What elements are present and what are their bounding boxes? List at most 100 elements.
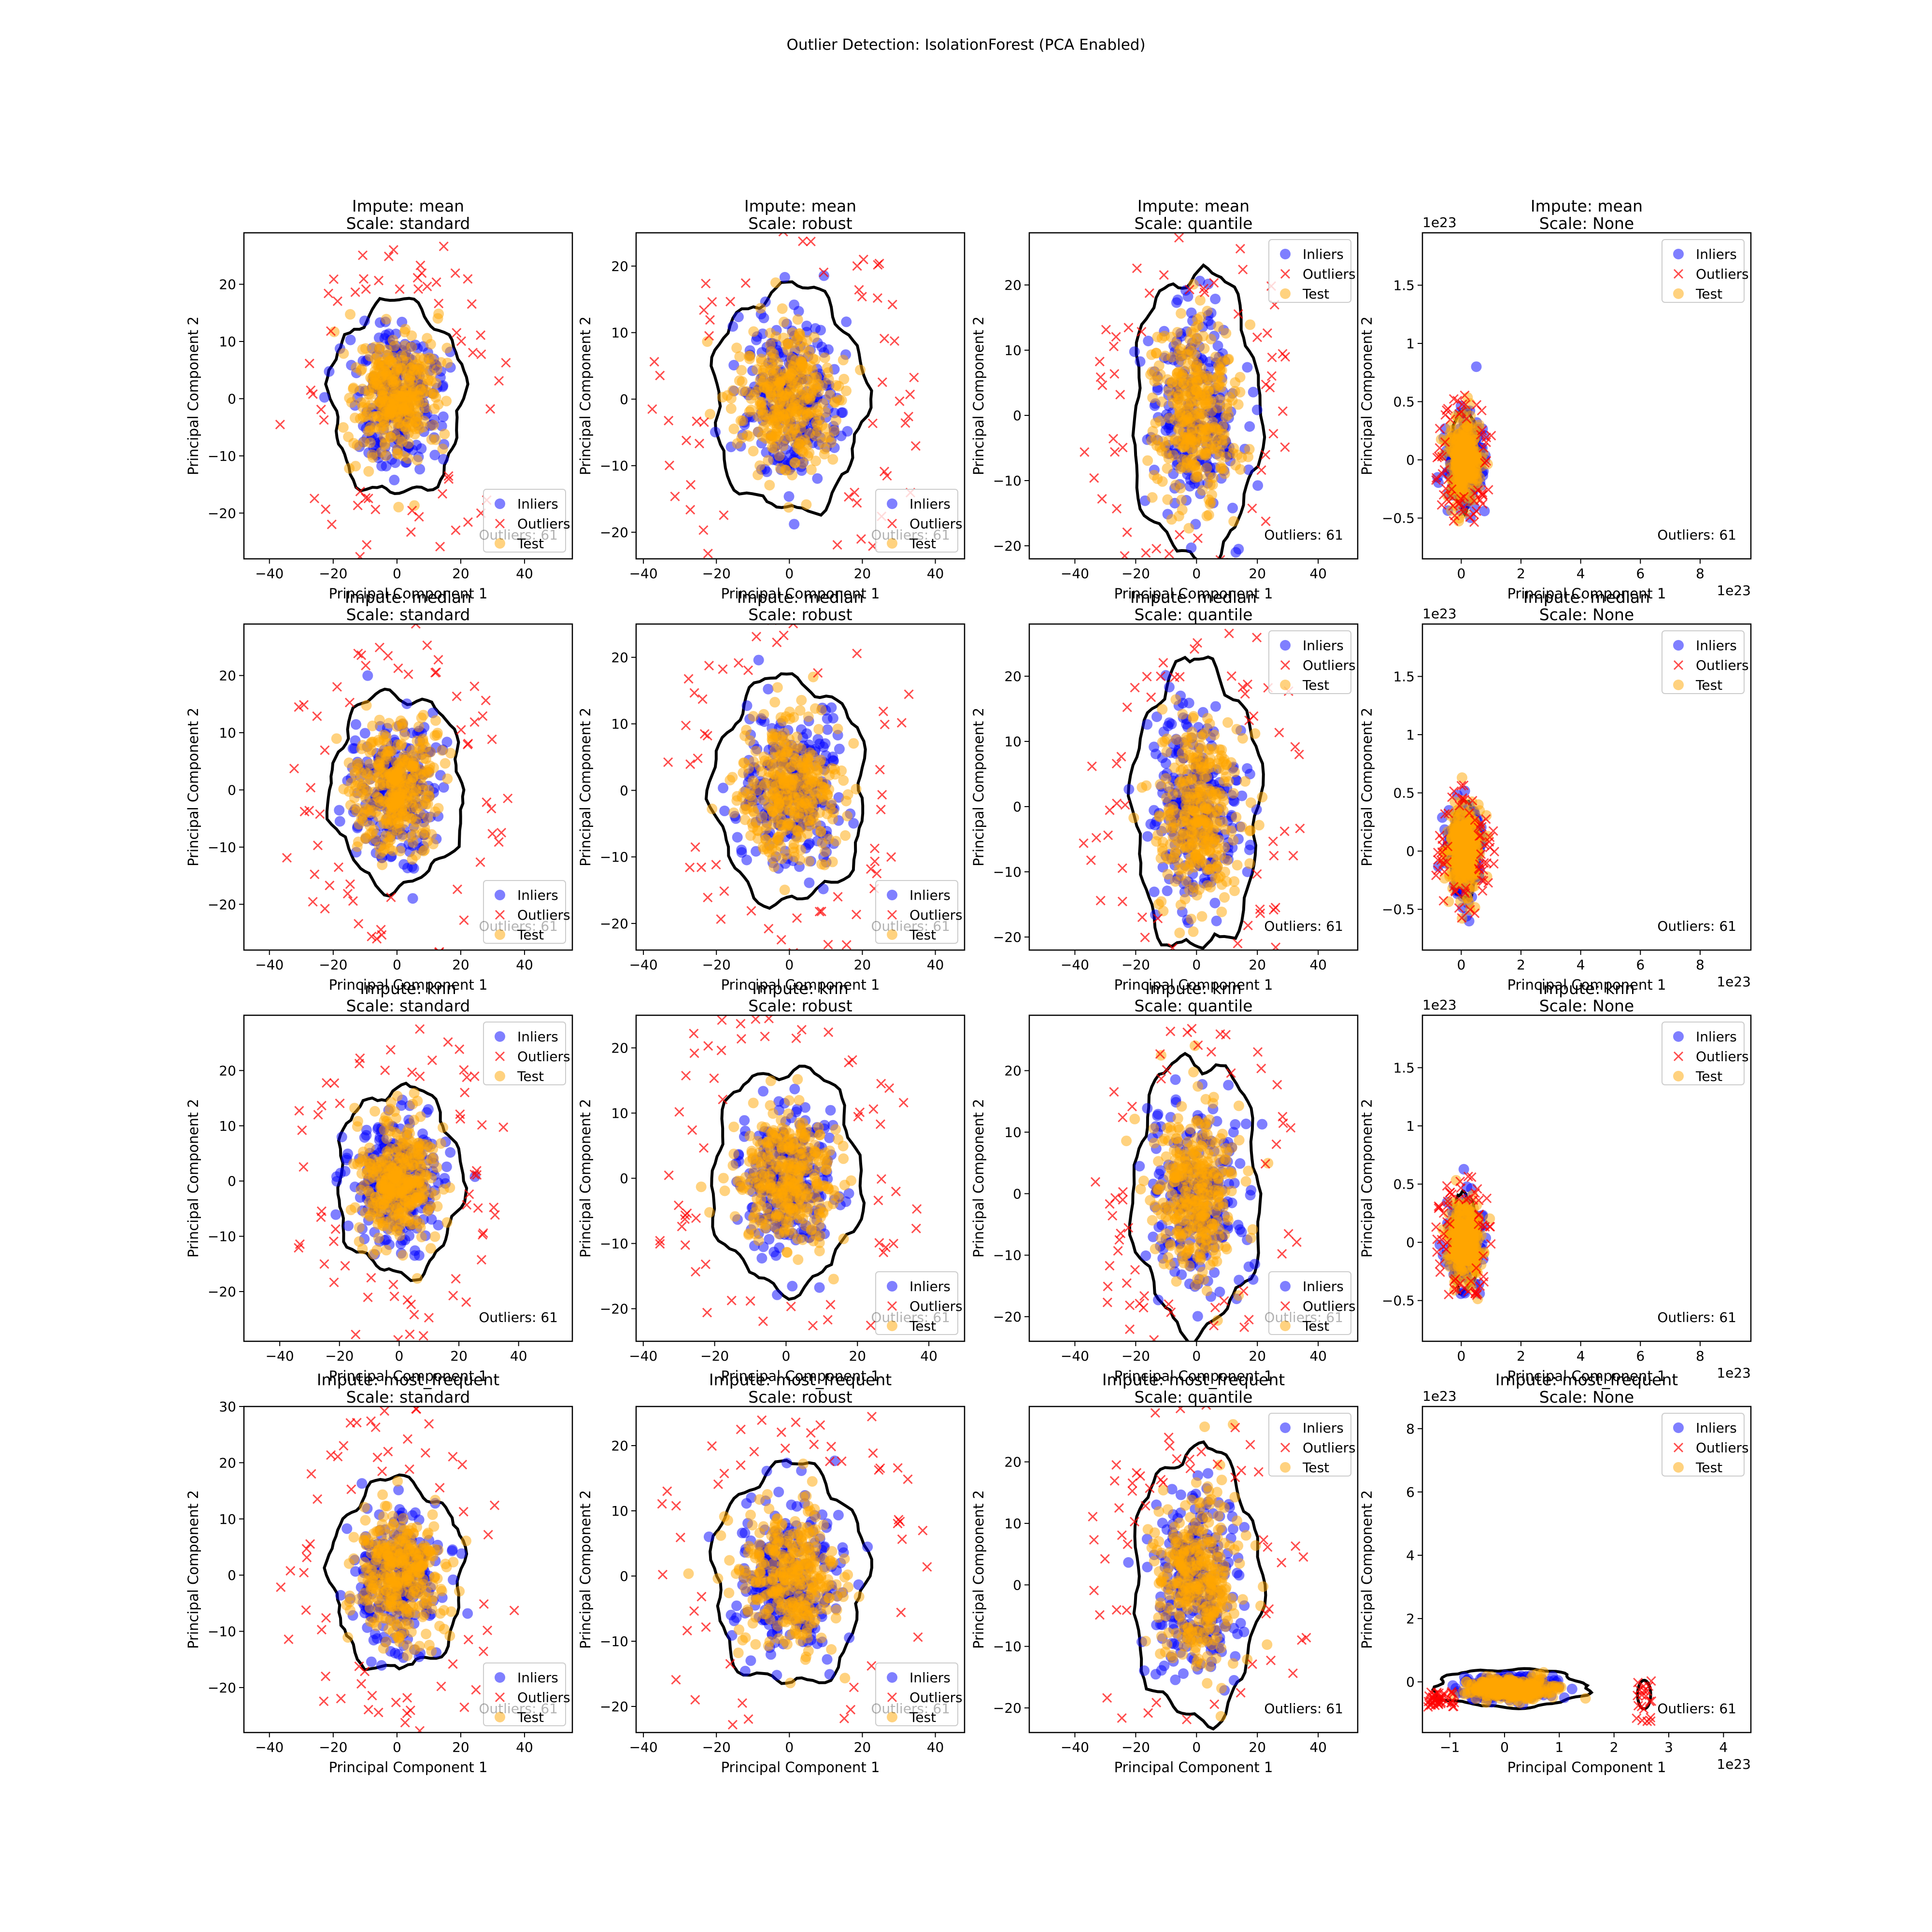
outlier-point: [866, 864, 876, 874]
test-point: [747, 775, 758, 786]
test-point: [806, 464, 817, 475]
test-point: [396, 350, 407, 361]
test-point: [1183, 400, 1194, 412]
outlier-point: [354, 919, 364, 929]
test-point: [791, 832, 802, 843]
x-tick-label: −40: [629, 957, 658, 973]
test-point: [439, 428, 450, 440]
subplot-title-scale: Scale: quantile: [1135, 214, 1253, 233]
outlier-point: [1477, 426, 1487, 436]
outlier-point: [1233, 938, 1243, 949]
inlier-point: [441, 737, 453, 748]
outlier-point: [698, 525, 709, 535]
y-tick-label: 20: [1004, 277, 1022, 293]
plot-area: [663, 624, 914, 950]
inlier-point: [733, 312, 744, 323]
outlier-point: [1146, 692, 1156, 702]
outlier-point: [879, 333, 890, 343]
test-point: [769, 769, 780, 780]
test-point: [432, 313, 443, 324]
test-point: [364, 759, 375, 770]
outlier-count-annotation: Outliers: 61: [871, 918, 950, 934]
outlier-point: [1233, 309, 1243, 319]
x-tick-label: 0: [785, 566, 794, 582]
subplot-title-scale: Scale: None: [1539, 605, 1634, 624]
outlier-point: [1462, 413, 1472, 424]
outlier-point: [469, 717, 480, 727]
subplot-title-impute: Impute: median: [1523, 588, 1650, 607]
outlier-point: [452, 327, 462, 338]
x-tick-label: 0: [393, 566, 401, 582]
outlier-point: [487, 829, 497, 839]
plot-area: [275, 233, 511, 559]
test-point: [1201, 771, 1212, 782]
outlier-point: [275, 419, 285, 429]
outlier-point: [823, 939, 833, 950]
test-point: [1179, 783, 1190, 794]
test-point: [422, 836, 433, 847]
test-point: [417, 364, 428, 375]
test-point: [1180, 842, 1192, 853]
x-tick-label: 20: [452, 957, 469, 973]
test-point: [428, 420, 439, 431]
inlier-point: [741, 854, 752, 866]
outlier-point: [289, 764, 299, 774]
test-point: [1164, 412, 1175, 424]
inlier-point: [407, 861, 418, 872]
legend-marker-test: [1673, 288, 1684, 299]
test-point: [1229, 885, 1240, 896]
outlier-point: [872, 868, 882, 879]
outlier-point: [1278, 406, 1288, 416]
outlier-point: [1122, 702, 1132, 712]
outlier-point: [903, 412, 914, 422]
outlier-point: [422, 282, 432, 292]
x-tick-label: 40: [927, 566, 944, 582]
test-point: [401, 790, 412, 801]
test-point: [374, 344, 385, 355]
inlier-point: [1227, 502, 1238, 513]
outlier-point: [886, 852, 896, 862]
test-point: [1453, 513, 1464, 524]
test-point: [1186, 732, 1197, 743]
test-point: [1217, 463, 1228, 474]
y-tick-label: −10: [208, 839, 236, 855]
x-tick-label: −40: [255, 566, 284, 582]
test-point: [417, 784, 428, 796]
test-point: [765, 339, 776, 350]
test-point: [1219, 776, 1230, 787]
test-point: [1216, 907, 1227, 917]
test-point: [1446, 505, 1457, 516]
test-point: [398, 451, 409, 462]
outlier-point: [1290, 742, 1300, 752]
test-point: [748, 446, 759, 456]
outlier-point: [692, 416, 702, 426]
test-point: [1166, 352, 1177, 363]
outlier-point: [1175, 530, 1185, 540]
test-point: [810, 382, 822, 393]
test-point: [768, 861, 780, 872]
y-tick-label: −20: [600, 525, 628, 540]
inlier-point: [1172, 294, 1183, 305]
subplot-title-scale: Scale: quantile: [1135, 605, 1253, 624]
test-point: [1202, 763, 1213, 774]
test-point: [378, 796, 389, 807]
test-point: [1452, 412, 1463, 423]
test-point: [387, 410, 398, 421]
outlier-point: [414, 511, 424, 522]
outlier-point: [699, 729, 710, 739]
test-point: [1236, 822, 1248, 833]
outlier-point: [1130, 682, 1140, 693]
outlier-point: [350, 287, 360, 297]
outlier-point: [299, 807, 310, 817]
outlier-point: [872, 293, 882, 303]
test-point: [1209, 811, 1220, 823]
test-point: [1159, 823, 1170, 834]
outlier-point: [1460, 390, 1470, 400]
outlier-point: [496, 827, 507, 838]
x-tick-label: 0: [1192, 957, 1201, 973]
test-point: [346, 397, 357, 408]
x-tick-label: 0: [1457, 566, 1465, 582]
subplot-title-scale: Scale: robust: [748, 214, 852, 233]
outlier-point: [850, 487, 860, 497]
